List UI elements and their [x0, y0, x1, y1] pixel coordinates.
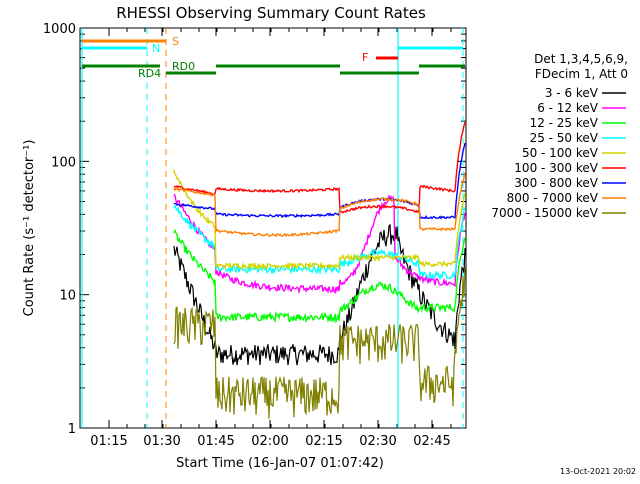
- y-tick-label: 1000: [43, 22, 76, 37]
- series-line-7000-15000-kev: [173, 267, 466, 419]
- legend-entry-label: 100 - 300 keV: [514, 161, 598, 175]
- x-axis-label: Start Time (16-Jan-07 01:07:42): [176, 456, 384, 471]
- x-tick-label: 02:15: [305, 434, 342, 449]
- series-line-3-6-kev: [173, 223, 466, 366]
- y-axis-label: Count Rate (s⁻¹ detector⁻¹): [22, 140, 37, 317]
- flare-label: F: [362, 51, 368, 64]
- legend-entry-label: 50 - 100 keV: [522, 146, 599, 160]
- legend-entry-label: 25 - 50 keV: [530, 131, 599, 145]
- saa-label: S: [172, 35, 179, 48]
- legend-entry-label: 6 - 12 keV: [537, 101, 599, 115]
- legend-header-detectors: Det 1,3,4,5,6,9,: [534, 52, 628, 66]
- plot-frame: [79, 27, 467, 429]
- y-tick-label: 10: [59, 289, 76, 304]
- x-tick-label: 01:45: [197, 434, 234, 449]
- legend-header-decimation: FDecim 1, Att 0: [535, 67, 628, 81]
- night-label: N: [152, 42, 160, 55]
- legend-entry-label: 7000 - 15000 keV: [491, 206, 598, 220]
- rd4-label: RD4: [138, 67, 161, 80]
- plot-area: 01:15 01:30 01:45 02:00 02:15 02:30 02:45 1 10 10…: [43, 22, 467, 449]
- y-tick-label: 100: [51, 155, 76, 170]
- legend-entry-label: 800 - 7000 keV: [507, 191, 599, 205]
- legend-entry-label: 3 - 6 keV: [545, 86, 599, 100]
- series-line-800-7000-kev: [173, 172, 466, 238]
- x-tick-label: 01:30: [143, 434, 180, 449]
- x-tick-label: 01:15: [90, 434, 127, 449]
- y-tick-label: 1: [68, 422, 76, 437]
- x-tick-label: 02:45: [413, 434, 450, 449]
- series-line-12-25-kev: [173, 228, 466, 324]
- series-line-50-100-kev: [173, 169, 466, 271]
- series-line-100-300-kev: [173, 122, 466, 214]
- x-tick-label: 02:00: [251, 434, 288, 449]
- legend: Det 1,3,4,5,6,9, FDecim 1, Att 0 3 - 6 k…: [491, 52, 628, 220]
- legend-entry-label: 300 - 800 keV: [514, 176, 598, 190]
- rd0-label: RD0: [172, 60, 195, 73]
- chart-title: RHESSI Observing Summary Count Rates: [116, 4, 426, 22]
- legend-entry-label: 12 - 25 keV: [530, 116, 599, 130]
- series-line-6-12-kev: [173, 193, 466, 295]
- series-line-25-50-kev: [173, 204, 466, 281]
- x-tick-label: 02:30: [359, 434, 396, 449]
- timestamp: 13-Oct-2021 20:02: [560, 467, 636, 476]
